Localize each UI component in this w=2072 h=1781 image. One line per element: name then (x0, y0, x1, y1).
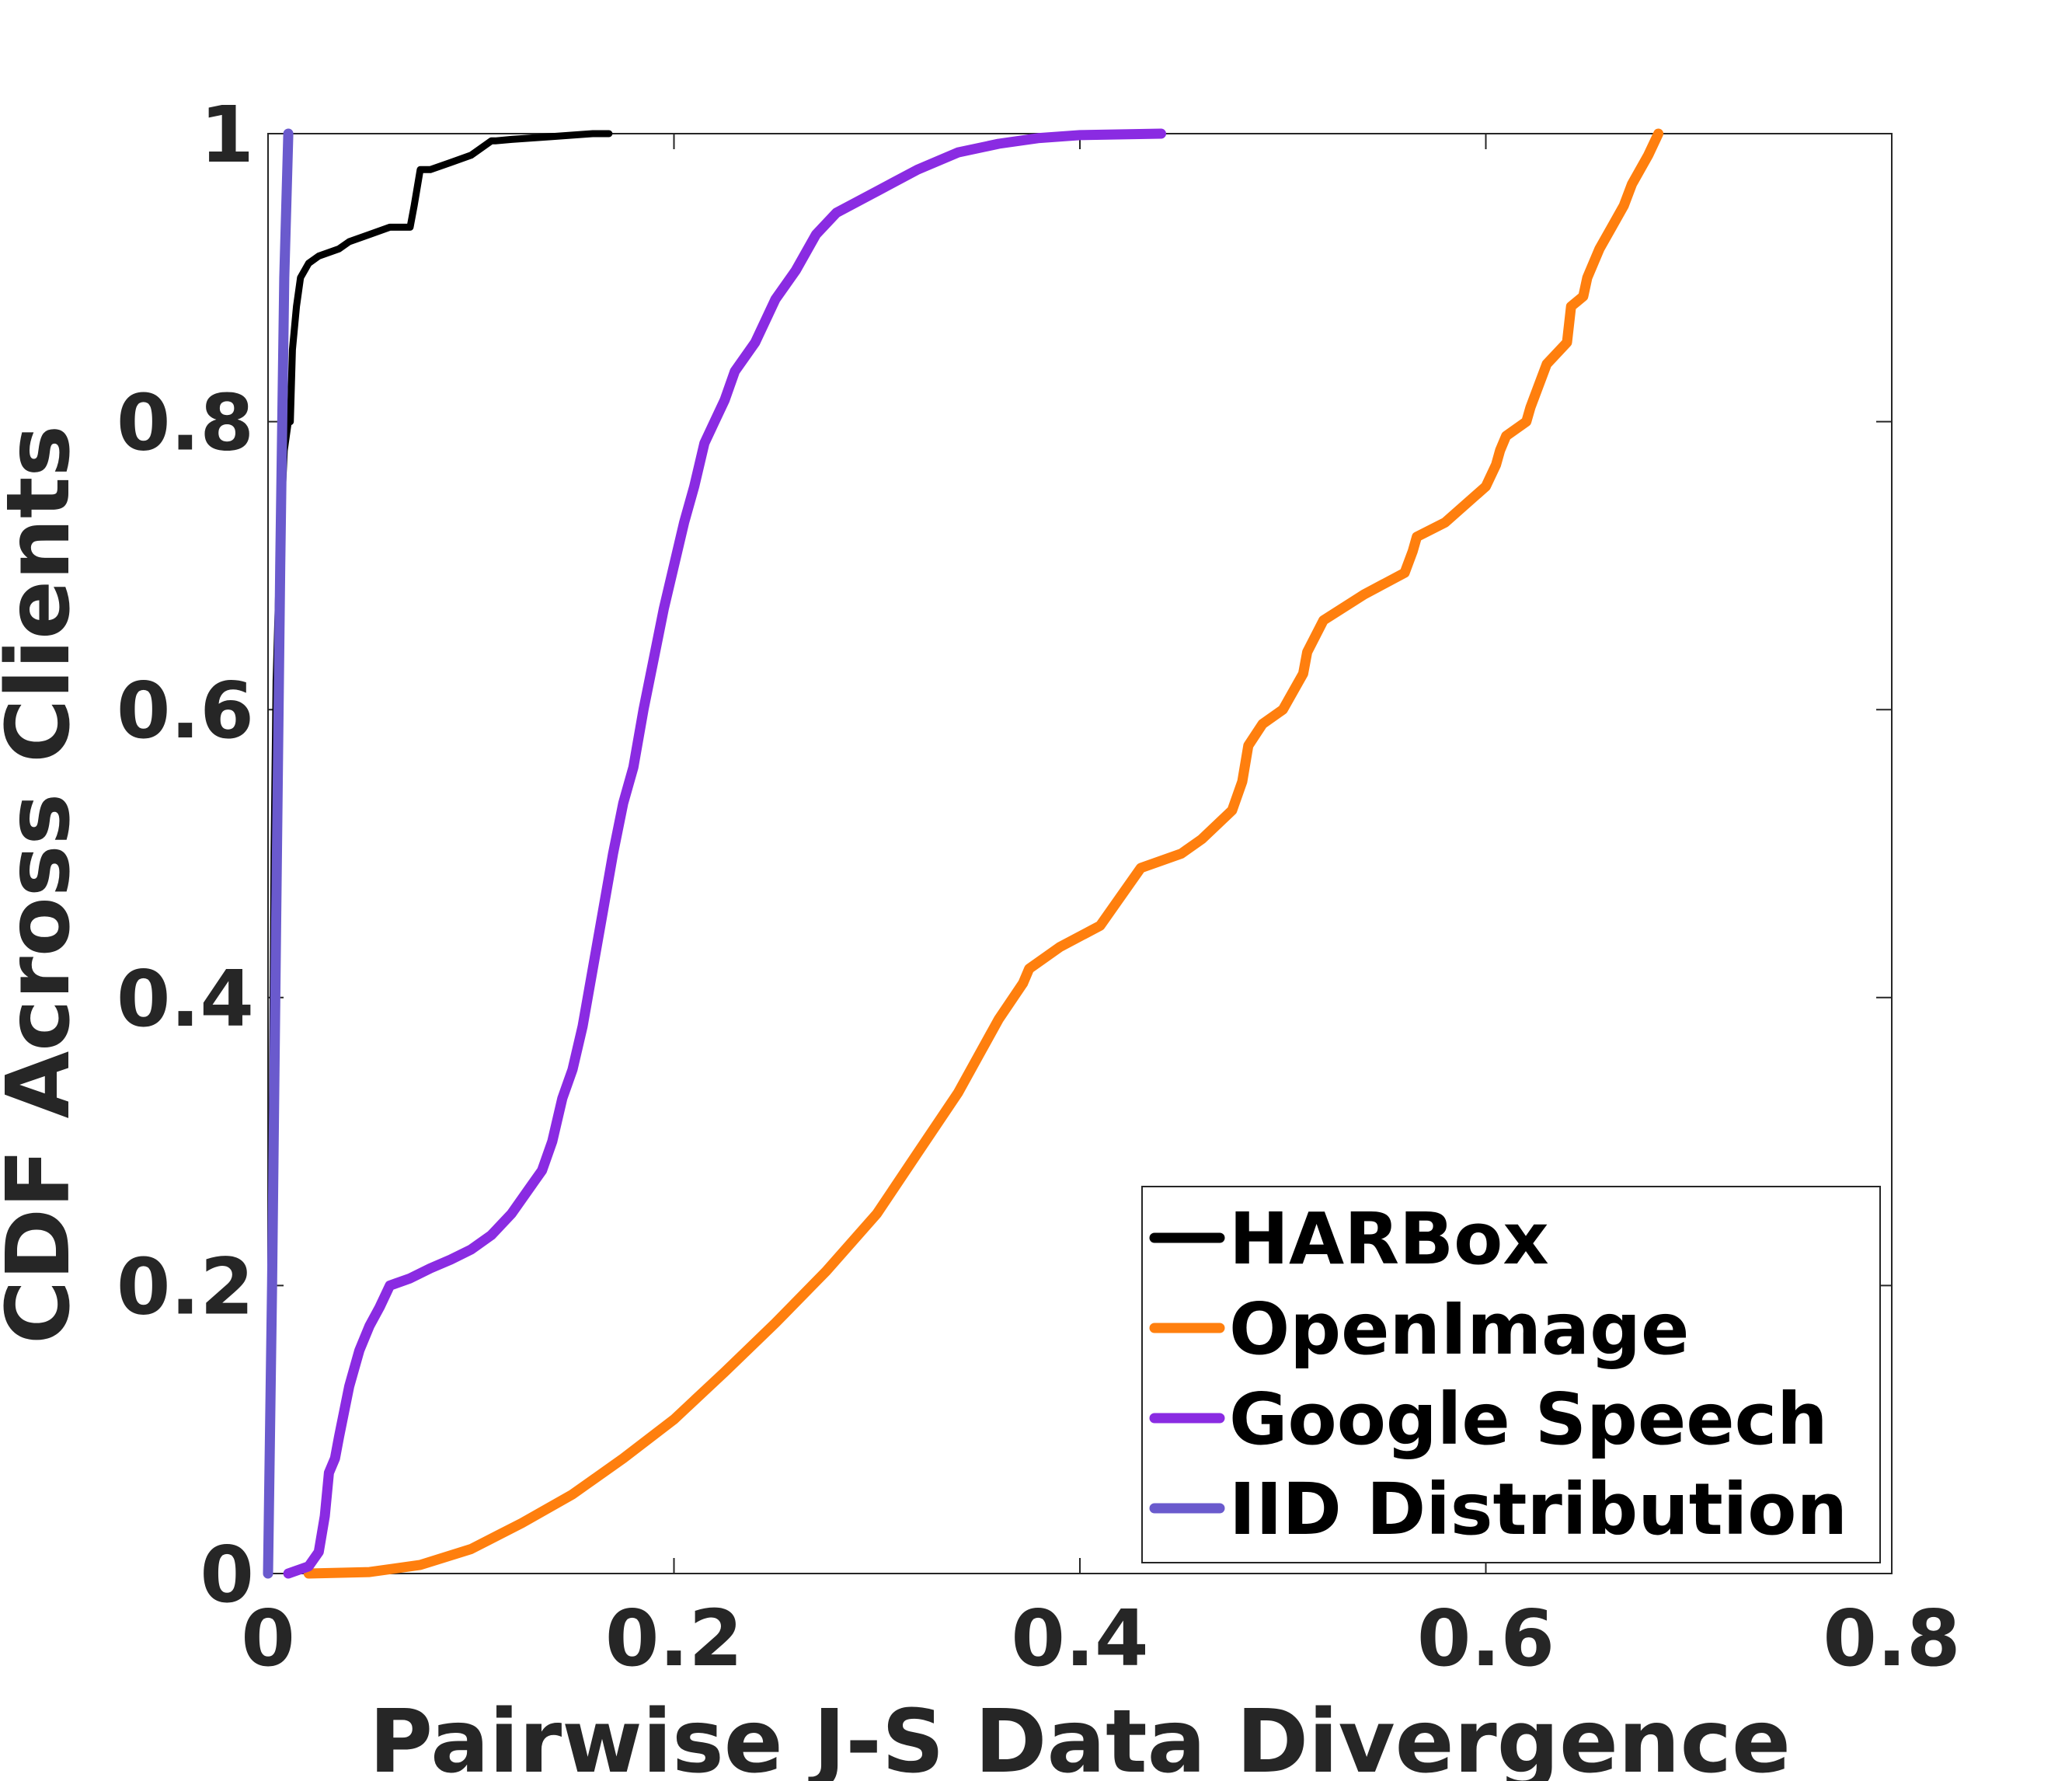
x-tick-label: 0.8 (1823, 1593, 1960, 1684)
axis-ticks: 0 0.2 0.4 0.6 0.8 0 0.2 0.4 0.6 0.8 1 (117, 89, 1961, 1684)
legend-label: IID Distribution (1229, 1468, 1847, 1551)
y-tick-label: 0.6 (117, 665, 254, 756)
y-tick-label: 0.8 (117, 378, 254, 469)
x-tick-label: 0.2 (605, 1593, 743, 1684)
series-layer (263, 128, 1664, 1579)
y-tick-label: 0.2 (117, 1241, 254, 1332)
series-line-openimage (303, 128, 1664, 1579)
y-tick-label: 1 (200, 89, 254, 180)
legend-label: Google Speech (1229, 1378, 1828, 1461)
x-tick-label: 0.4 (1011, 1593, 1148, 1684)
y-axis-title: CDF Across Clients (0, 425, 89, 1344)
y-tick-label: 0 (200, 1529, 254, 1620)
x-axis-title: Pairwise J-S Data Divergence (369, 1692, 1791, 1781)
x-tick-label: 0 (241, 1593, 295, 1684)
y-tick-label: 0.4 (117, 953, 254, 1044)
series-line-iid-distribution (263, 128, 294, 1579)
legend-label: HARBox (1229, 1197, 1549, 1281)
legend-box (1141, 1186, 1881, 1563)
x-tick-label: 0.6 (1417, 1593, 1555, 1684)
series-line-google-speech (283, 128, 1166, 1579)
legend-label: OpenImage (1229, 1288, 1689, 1371)
